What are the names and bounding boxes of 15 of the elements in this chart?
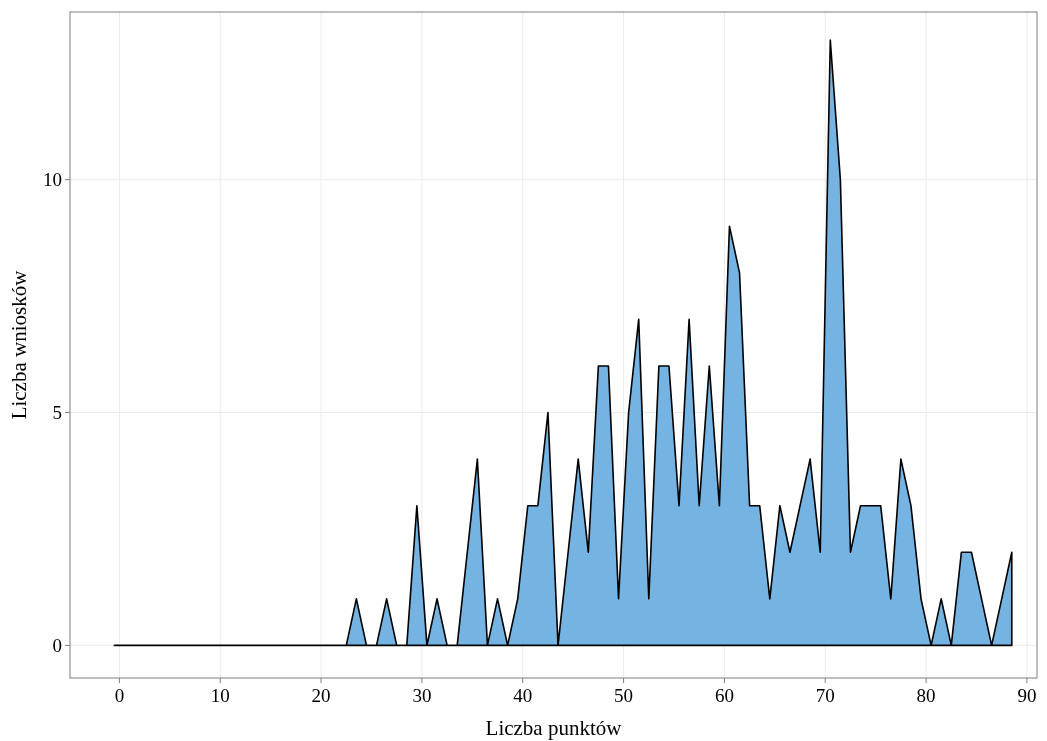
- x-axis-title: Liczba punktów: [485, 716, 623, 740]
- y-tick-label: 0: [52, 635, 62, 657]
- x-tick-label: 0: [114, 685, 125, 706]
- x-tick-label: 40: [513, 685, 533, 706]
- y-tick-label: 10: [43, 169, 62, 191]
- x-tick-label: 60: [714, 685, 734, 706]
- x-tick-label: 70: [815, 685, 835, 706]
- y-tick-label: 5: [52, 402, 62, 424]
- y-axis-title: Liczba wniosków: [7, 269, 31, 420]
- x-tick-label: 50: [614, 685, 634, 706]
- x-tick-label: 80: [916, 685, 936, 706]
- x-tick-label: 20: [311, 685, 331, 706]
- x-tick-label: 30: [412, 685, 432, 706]
- x-tick-label: 90: [1017, 685, 1037, 706]
- x-tick-label: 10: [210, 685, 230, 706]
